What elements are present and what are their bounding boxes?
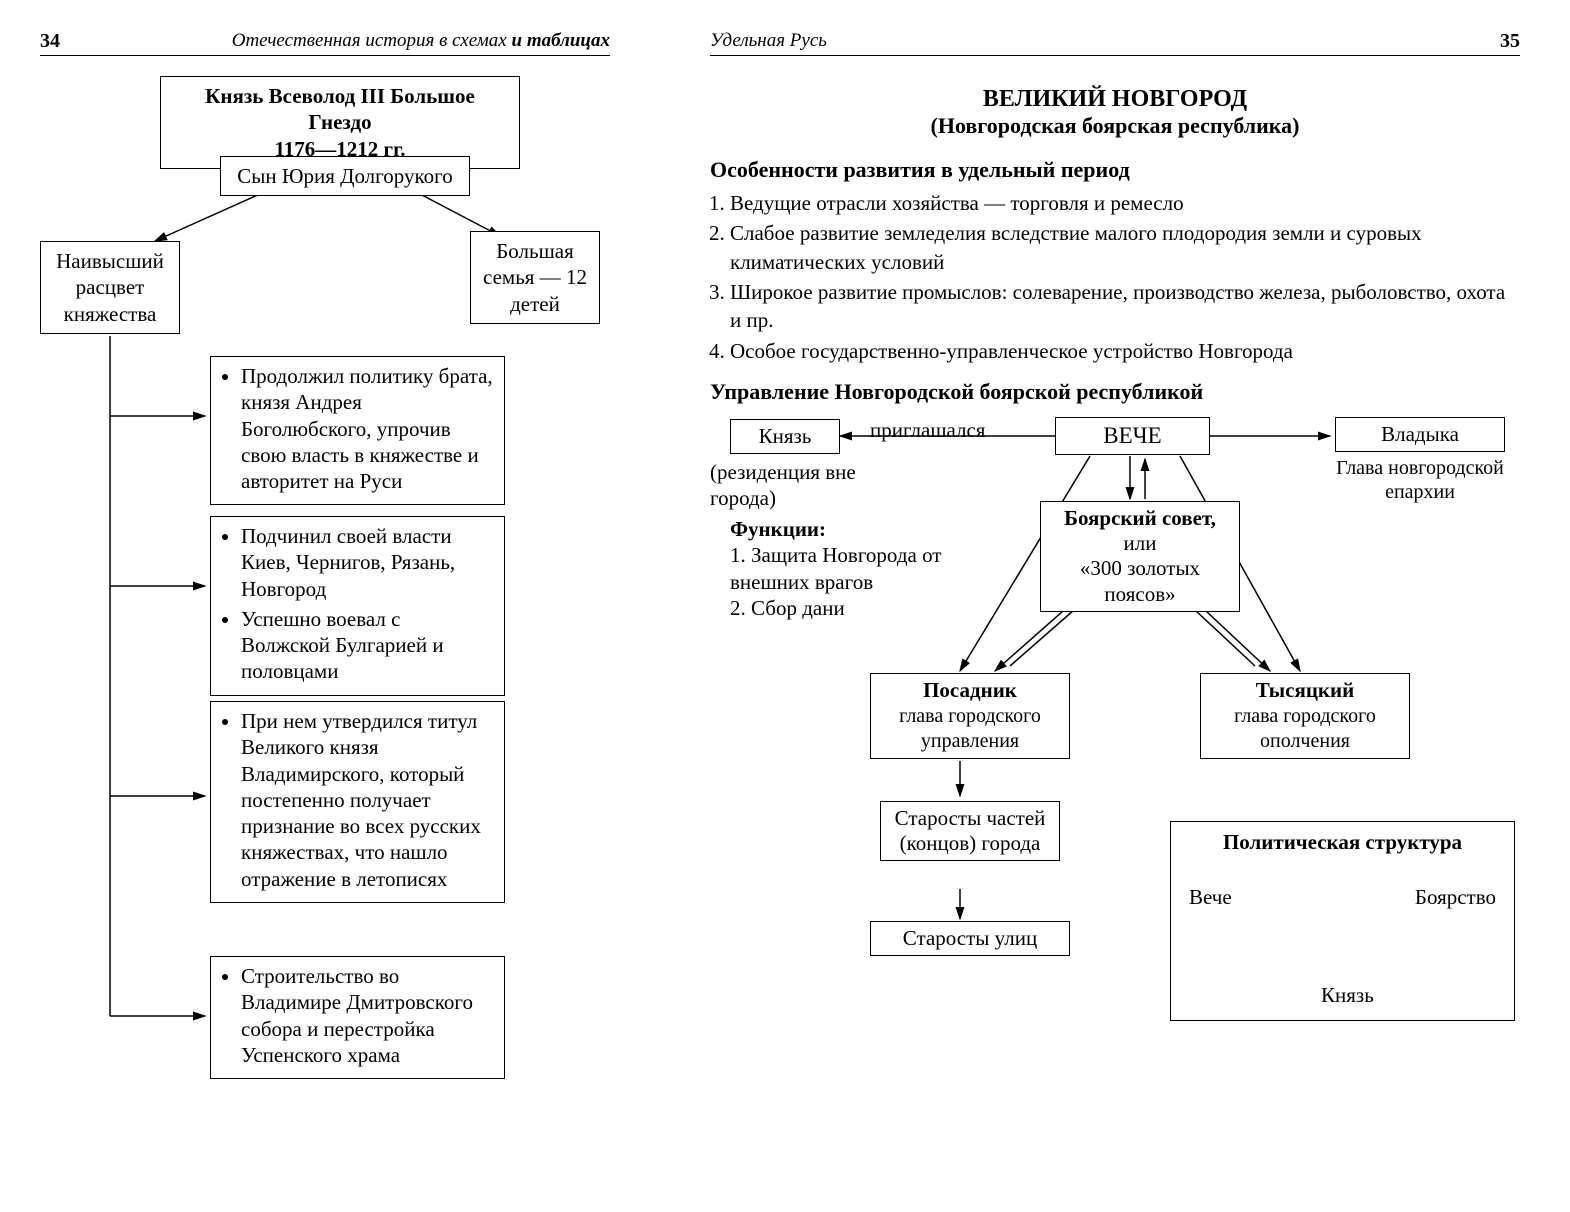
p2a: Подчинил своей власти Киев, Чернигов, Ря…: [241, 523, 494, 602]
starosty2-box: Старосты улиц: [870, 921, 1070, 956]
knyaz-note-text: (резиденция вне города): [710, 460, 856, 510]
council-box: Боярский совет, или «300 золотых поясов»: [1040, 501, 1240, 612]
policy-box-3: При нем утвердился титул Великого князя …: [210, 701, 505, 903]
running-head-right: Удельная Русь: [710, 30, 827, 53]
starosty1-box: Старосты частей (концов) города: [880, 801, 1060, 861]
section-features: Особенности развития в удельный период: [710, 157, 1520, 183]
novgorod-diagram: Князь (резиденция вне города) приглашалс…: [710, 411, 1520, 1091]
veche-text: ВЕЧЕ: [1103, 423, 1161, 448]
functions-block: Функции: 1. Защита Новгорода от внешних …: [730, 516, 980, 621]
council-l2: или: [1124, 531, 1157, 555]
page-number-right: 35: [1500, 30, 1520, 53]
func-1: 1. Защита Новгорода от внешних врагов: [730, 543, 941, 593]
knyaz-box: Князь: [730, 419, 840, 454]
features-list: Ведущие отрасли хозяйства — торговля и р…: [730, 189, 1520, 365]
vsevolod-diagram: Князь Всеволод III Большое Гнездо 1176—1…: [40, 76, 610, 1136]
posadnik-sub: глава городского управления: [899, 705, 1041, 752]
p1: Продолжил политику брата, князя Андрея Б…: [241, 363, 494, 494]
p4: Строительство во Владимире Дмитровского …: [241, 963, 494, 1068]
rise-text: Наивысший расцвет княжества: [56, 249, 164, 326]
policy-box-4: Строительство во Владимире Дмитровского …: [210, 956, 505, 1079]
knyaz-note: (резиденция вне города): [710, 459, 870, 512]
func-2: 2. Сбор дани: [730, 596, 845, 620]
knyaz-text: Князь: [759, 424, 812, 448]
page-title: ВЕЛИКИЙ НОВГОРОД: [710, 86, 1520, 113]
invited-label: приглашался: [870, 417, 985, 443]
polit-knyaz: Князь: [1321, 983, 1374, 1008]
header-row-left: 34 Отечественная история в схемах и табл…: [40, 30, 610, 56]
feature-4: Особое государственно-управленческое уст…: [730, 337, 1520, 365]
feature-3: Широкое развитие промыслов: солеварение,…: [730, 278, 1520, 335]
p3: При нем утвердился титул Великого князя …: [241, 708, 494, 892]
starosty1-text: Старосты частей (концов) города: [895, 806, 1046, 855]
son-box: Сын Юрия Долгорукого: [220, 156, 470, 196]
page-34: 34 Отечественная история в схемах и табл…: [0, 0, 650, 1212]
feature-2: Слабое развитие земледелия вследствие ма…: [730, 219, 1520, 276]
p2b: Успешно воевал с Волжской Булгарией и по…: [241, 606, 494, 685]
running-head: Отечественная история в схемах и таблица…: [232, 30, 610, 53]
starosty2-text: Старосты улиц: [903, 926, 1037, 950]
posadnik-box: Посадник глава городского управления: [870, 673, 1070, 759]
running-bold: и таблицах: [512, 30, 611, 51]
council-l3: «300 золотых поясов»: [1080, 556, 1200, 605]
tysyatsky-text: Тысяцкий: [1256, 678, 1354, 702]
council-l1: Боярский совет,: [1064, 506, 1216, 530]
son-text: Сын Юрия Долгорукого: [237, 164, 452, 188]
running-italic: Отечественная история в схемах: [232, 30, 507, 51]
veche-box: ВЕЧЕ: [1055, 417, 1210, 455]
header-row-right: Удельная Русь 35: [710, 30, 1520, 56]
section-governance: Управление Новгородской боярской республ…: [710, 379, 1520, 405]
policy-box-1: Продолжил политику брата, князя Андрея Б…: [210, 356, 505, 505]
tysyatsky-sub: глава городского ополчения: [1234, 705, 1376, 752]
page-35: Удельная Русь 35 ВЕЛИКИЙ НОВГОРОД (Новго…: [650, 0, 1570, 1212]
family-box: Большая семья — 12 детей: [470, 231, 600, 324]
polit-veche: Вече: [1189, 885, 1232, 910]
polit-head: Политическая структура: [1181, 830, 1504, 855]
func-head: Функции:: [730, 517, 826, 541]
feature-1: Ведущие отрасли хозяйства — торговля и р…: [730, 189, 1520, 217]
vladyka-text: Владыка: [1381, 422, 1459, 446]
polit-boyar: Боярство: [1415, 885, 1496, 910]
vladyka-block: Владыка Глава новгородской епархии: [1335, 417, 1505, 504]
page-subtitle: (Новгородская боярская республика): [710, 113, 1520, 139]
political-structure-box: Политическая структура Вече Боярство Кня…: [1170, 821, 1515, 1021]
policy-box-2: Подчинил своей власти Киев, Чернигов, Ря…: [210, 516, 505, 696]
tysyatsky-box: Тысяцкий глава городского ополчения: [1200, 673, 1410, 759]
family-text: Большая семья — 12 детей: [483, 239, 587, 316]
posadnik-text: Посадник: [923, 678, 1017, 702]
title-line1: Князь Всеволод III Большое Гнездо: [205, 84, 475, 134]
page-number: 34: [40, 30, 60, 53]
vladyka-sub: Глава новгородской епархии: [1336, 457, 1504, 503]
title-box: Князь Всеволод III Большое Гнездо 1176—1…: [160, 76, 520, 169]
rise-box: Наивысший расцвет княжества: [40, 241, 180, 334]
